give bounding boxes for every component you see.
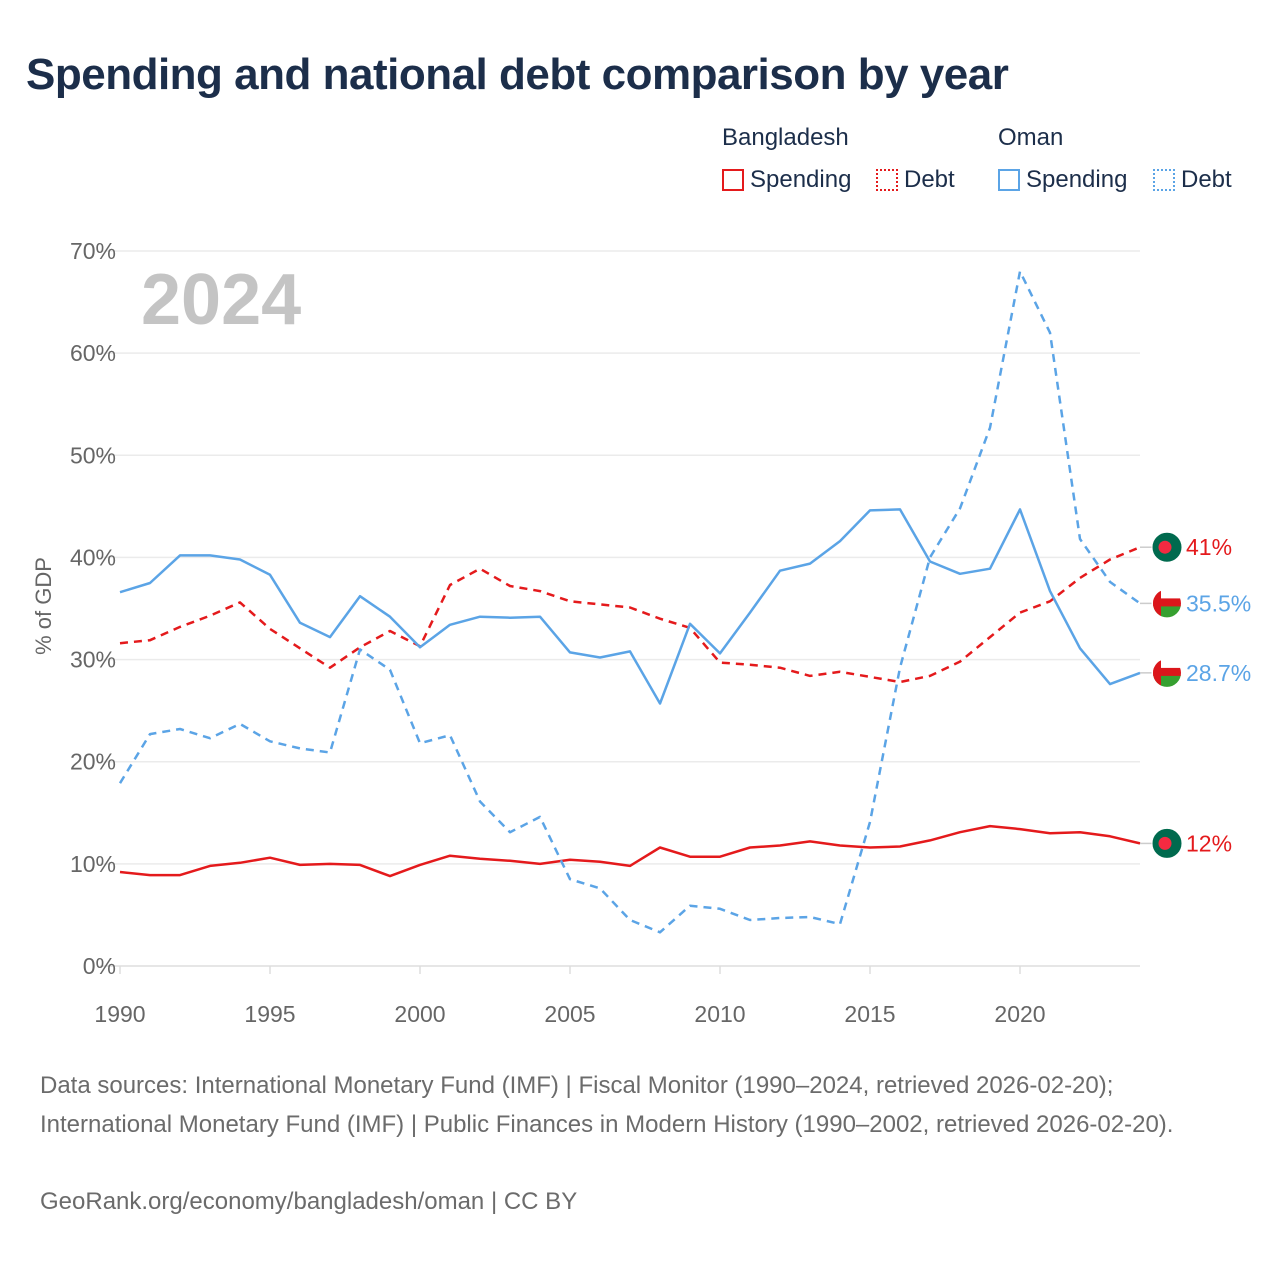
bangladesh-flag-icon bbox=[1151, 827, 1183, 859]
legend-bangladesh-spending[interactable]: Spending bbox=[722, 166, 851, 194]
legend-swatch-dotted bbox=[1153, 169, 1175, 191]
series-line-oman-debt[interactable] bbox=[118, 270, 1141, 934]
y-axis-label: % of GDP bbox=[31, 557, 56, 655]
end-value-label: 41% bbox=[1186, 534, 1232, 560]
x-tick-label: 2005 bbox=[544, 1001, 595, 1027]
end-labels: 12% 41% 28.7% 35.5% bbox=[1140, 531, 1251, 859]
x-tick-label: 1995 bbox=[244, 1001, 295, 1027]
legend-swatch-dotted bbox=[876, 169, 898, 191]
gridlines bbox=[100, 250, 1140, 967]
line-chart: 0% 10% 20% 30% 40% 50% 60% 70% 1990 1995 2000 2005… bbox=[31, 238, 1251, 1027]
y-tick-label: 70% bbox=[70, 238, 116, 264]
y-tick-label: 10% bbox=[70, 851, 116, 877]
legend-group-oman: Oman bbox=[998, 124, 1064, 151]
x-tick-label: 2015 bbox=[844, 1001, 895, 1027]
y-tick-label: 40% bbox=[70, 544, 116, 570]
legend-oman-debt[interactable]: Debt bbox=[1153, 166, 1232, 194]
x-tick-label: 2010 bbox=[694, 1001, 745, 1027]
series-lines bbox=[118, 270, 1141, 934]
oman-flag-icon bbox=[1151, 657, 1183, 689]
end-value-label: 28.7% bbox=[1186, 660, 1251, 686]
y-tick-label: 50% bbox=[70, 442, 116, 468]
x-axis-ticks: 1990 1995 2000 2005 2010 2015 2020 bbox=[94, 966, 1046, 1027]
end-value-label: 12% bbox=[1186, 830, 1232, 856]
series-line-oman-spending[interactable] bbox=[119, 508, 1141, 705]
year-watermark: 2024 bbox=[141, 260, 301, 340]
y-tick-label: 60% bbox=[70, 340, 116, 366]
legend-label: Spending bbox=[1026, 166, 1128, 193]
legend-bangladesh-debt[interactable]: Debt bbox=[876, 166, 955, 194]
y-tick-label: 20% bbox=[70, 749, 116, 775]
legend-label: Debt bbox=[1181, 166, 1232, 193]
legend-swatch-solid bbox=[998, 169, 1020, 191]
y-tick-label: 30% bbox=[70, 647, 116, 673]
legend-label: Spending bbox=[750, 166, 852, 193]
legend-group-bangladesh: Bangladesh bbox=[722, 124, 849, 151]
credit-link[interactable]: GeoRank.org/economy/bangladesh/oman | CC… bbox=[40, 1188, 578, 1215]
y-axis-ticks: 0% 10% 20% 30% 40% 50% 60% 70% bbox=[70, 238, 116, 979]
x-tick-label: 2020 bbox=[994, 1001, 1045, 1027]
chart-title: Spending and national debt comparison by… bbox=[26, 50, 1009, 99]
legend-swatch-solid bbox=[722, 169, 744, 191]
x-tick-label: 1990 bbox=[94, 1001, 145, 1027]
oman-flag-icon bbox=[1151, 587, 1183, 619]
legend-label: Debt bbox=[904, 166, 955, 193]
data-sources: Data sources: International Monetary Fun… bbox=[40, 1072, 1174, 1138]
series-line-bangladesh-spending[interactable] bbox=[119, 824, 1141, 878]
legend-oman-spending[interactable]: Spending bbox=[998, 166, 1127, 194]
y-tick-label: 0% bbox=[83, 953, 116, 979]
bangladesh-flag-icon bbox=[1151, 531, 1183, 563]
x-tick-label: 2000 bbox=[394, 1001, 445, 1027]
end-value-label: 35.5% bbox=[1186, 590, 1251, 616]
series-line-bangladesh-debt[interactable] bbox=[119, 546, 1141, 684]
